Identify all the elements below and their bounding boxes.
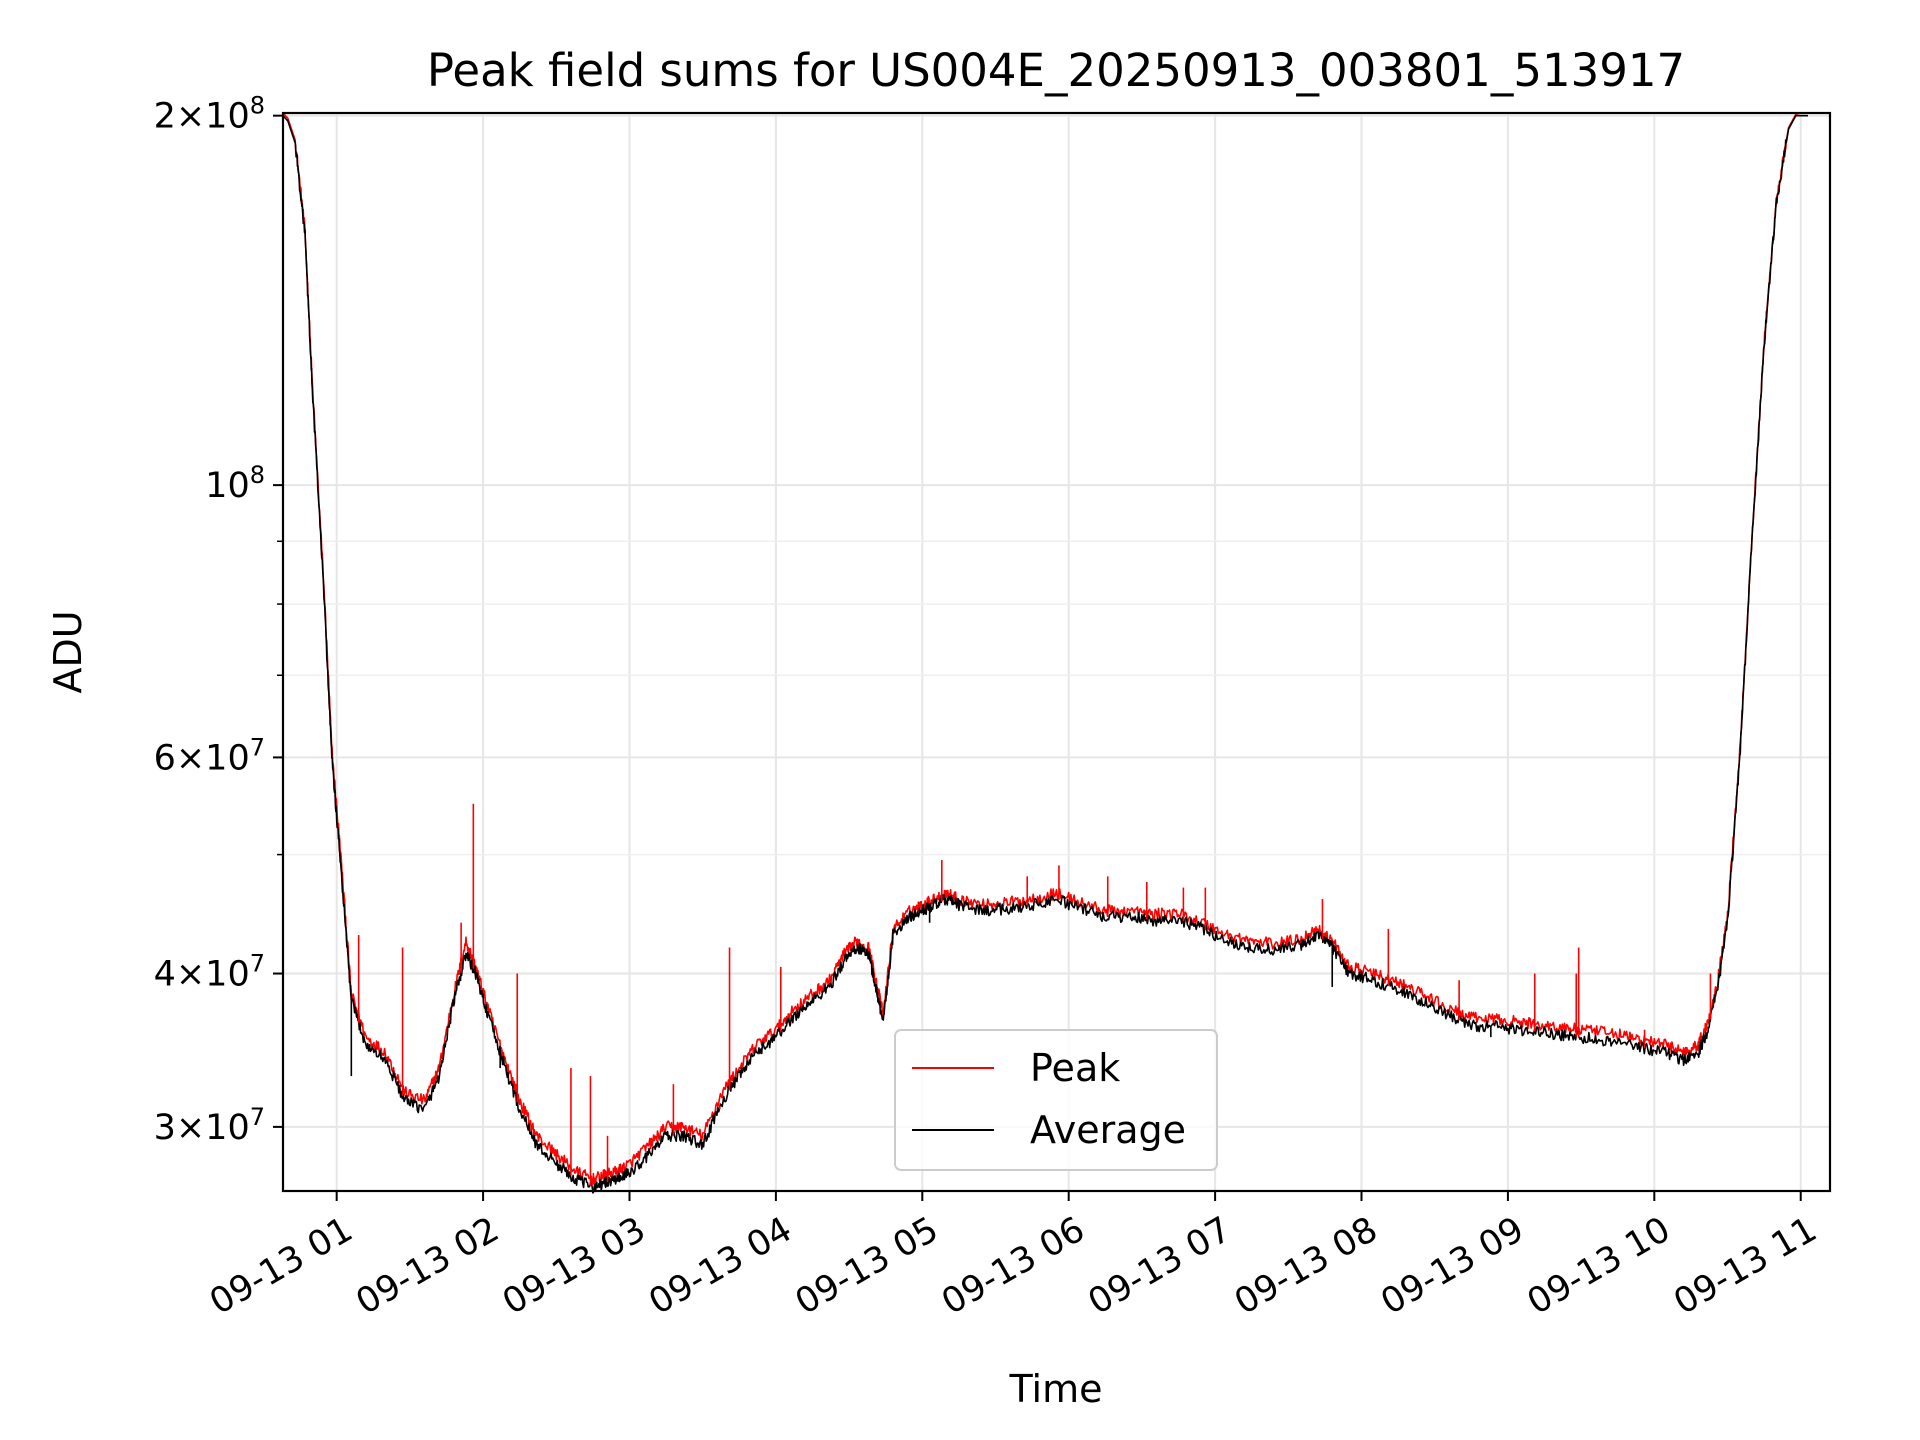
y-tick-label: 108 [205,461,265,506]
plot-frame [281,111,1832,1193]
grid [283,113,1830,1191]
y-axis-label: ADU [46,610,90,693]
series-layer [282,112,1809,1194]
legend-box [894,1029,1218,1171]
chart-title: Peak field sums for US004E_20250913_0038… [427,44,1685,97]
legend-label-average: Average [1030,1108,1186,1152]
series-line-average [282,114,1809,1194]
y-tick-label: 4×107 [154,950,265,995]
legend-label-peak: Peak [1030,1046,1120,1090]
y-tick-label: 2×108 [154,92,265,137]
x-axis-label: Time [1009,1367,1103,1411]
legend: Peak Average [894,1029,1218,1171]
y-tick-label: 3×107 [154,1103,265,1148]
y-tick-label: 6×107 [154,733,265,778]
